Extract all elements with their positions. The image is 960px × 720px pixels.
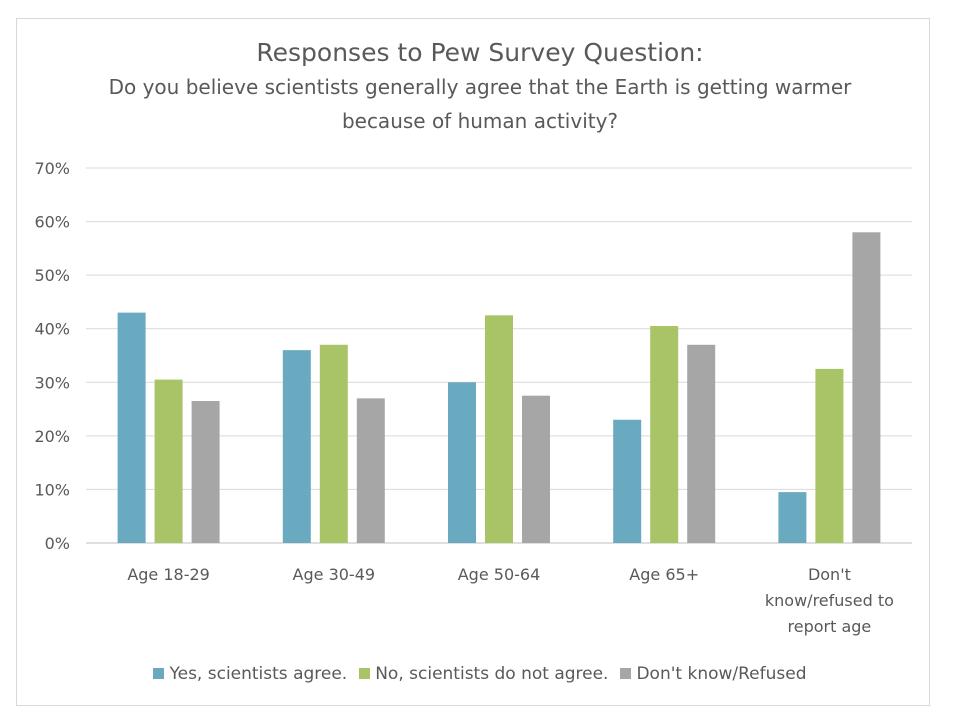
bar xyxy=(319,344,348,543)
legend-label: Yes, scientists agree. xyxy=(169,664,348,684)
legend-label: No, scientists do not agree. xyxy=(375,664,609,684)
chart-legend: Yes, scientists agree. No, scientists do … xyxy=(0,664,960,684)
chart-frame xyxy=(16,18,930,706)
bar xyxy=(117,312,146,543)
bar xyxy=(687,344,716,543)
legend-item: Don't know/Refused xyxy=(620,664,807,684)
bar xyxy=(485,315,513,543)
bar xyxy=(852,232,881,544)
chart-title-block: Responses to Pew Survey Question: Do you… xyxy=(0,36,960,138)
legend-swatch xyxy=(153,668,165,679)
bar xyxy=(778,492,807,543)
x-tick-label: Age 18-29 xyxy=(127,565,210,584)
y-tick-label: 60% xyxy=(34,213,70,232)
legend-swatch xyxy=(359,668,371,679)
y-tick-label: 20% xyxy=(34,427,70,446)
x-tick-label: Age 65+ xyxy=(629,565,699,584)
y-tick-label: 70% xyxy=(34,159,70,178)
bar xyxy=(154,379,183,543)
bar xyxy=(282,350,311,543)
bar xyxy=(522,395,550,543)
y-tick-label: 50% xyxy=(34,266,70,285)
bar xyxy=(448,382,476,543)
x-tick-label: Age 50-64 xyxy=(458,565,541,584)
y-tick-label: 10% xyxy=(34,480,70,499)
bar xyxy=(613,419,642,543)
chart-subtitle: Do you believe scientists generally agre… xyxy=(108,75,852,133)
legend-item: No, scientists do not agree. xyxy=(359,664,608,684)
x-tick-label: Don't know/refused to report age xyxy=(765,565,894,636)
bar xyxy=(356,398,385,543)
x-tick-label: Age 30-49 xyxy=(293,565,376,584)
y-tick-label: 40% xyxy=(34,320,70,339)
bar xyxy=(650,326,679,543)
chart-title: Responses to Pew Survey Question: xyxy=(256,38,704,67)
bar xyxy=(815,368,844,543)
y-tick-label: 30% xyxy=(34,373,70,392)
legend-label: Don't know/Refused xyxy=(636,664,807,684)
legend-item: Yes, scientists agree. xyxy=(153,664,347,684)
legend-swatch xyxy=(620,668,632,679)
y-tick-label: 0% xyxy=(45,534,70,553)
bar xyxy=(191,401,220,543)
